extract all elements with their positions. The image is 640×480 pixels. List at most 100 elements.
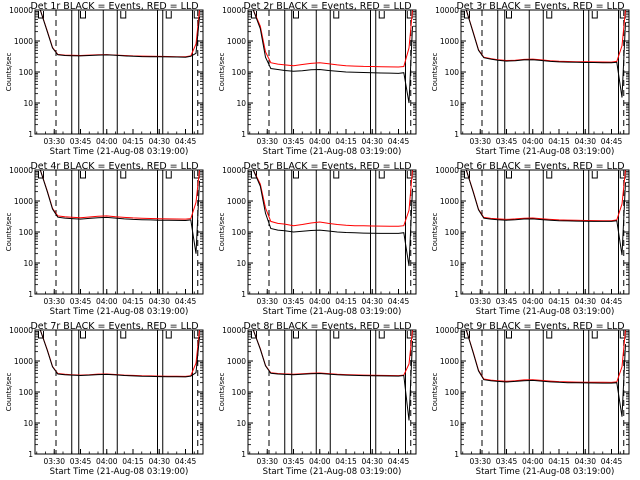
y-tick-label: 100 [445,68,460,77]
x-tick-label: 04:15 [122,137,144,146]
y-tick-label: 1000 [14,37,33,46]
y-tick-label: 10000 [435,166,459,175]
segment-bracket-mark [464,11,470,19]
segment-bracket-mark [464,331,470,339]
x-tick-label: 03:45 [70,137,92,146]
x-tick-label: 03:30 [43,297,65,306]
y-axis-label: Counts/sec [218,213,226,252]
segment-bracket-mark [506,11,512,19]
x-tick-label: 03:30 [469,457,491,466]
y-tick-label: 1000 [227,37,246,46]
x-tick-label: 03:30 [256,297,278,306]
events-series-line [39,329,200,378]
x-tick-label: 04:45 [175,457,197,466]
x-tick-label: 04:15 [122,457,144,466]
events-series-line [465,9,626,98]
y-tick-label: 1 [454,450,459,459]
x-tick-label: 04:45 [388,297,410,306]
x-tick-label: 04:45 [601,137,623,146]
y-tick-label: 10 [23,419,33,428]
detector-panel-5: Det 5r BLACK = Events, RED = LLD 1 10 100 10… [218,161,417,317]
x-tick-label: 04:30 [148,137,170,146]
x-tick-label: 04:45 [601,457,623,466]
x-axis-label: Start Time (21-Aug-08 03:19:00) [263,307,402,317]
detector-panel-7: Det 7r BLACK = Events, RED = LLD 1 10 100 10… [5,321,204,477]
segment-bracket-mark [120,171,127,179]
y-tick-label: 10000 [222,326,246,335]
plot-frame [460,329,630,455]
x-tick-label: 03:45 [283,297,305,306]
x-tick-label: 04:15 [548,457,570,466]
y-tick-label: 10 [449,99,459,108]
segment-bracket-mark [38,171,44,179]
x-tick-label: 04:45 [175,297,197,306]
y-tick-label: 10000 [9,166,33,175]
y-tick-label: 1 [28,450,33,459]
y-tick-label: 100 [19,68,34,77]
events-series-line [39,9,200,58]
x-tick-label: 04:45 [388,137,410,146]
panel-title: Det 7r BLACK = Events, RED = LLD [30,321,198,332]
panel-title: Det 4r BLACK = Events, RED = LLD [30,161,198,172]
segment-bracket-mark [293,331,299,339]
x-tick-label: 04:15 [122,297,144,306]
segment-bracket-mark [506,171,512,179]
lld-series-line [39,329,200,377]
segment-bracket-mark [546,171,553,179]
x-tick-label: 04:15 [335,137,357,146]
x-tick-label: 04:30 [361,457,383,466]
y-axis-label: Counts/sec [218,373,226,412]
segment-bracket-mark [464,171,470,179]
x-axis-label: Start Time (21-Aug-08 03:19:00) [50,467,189,477]
y-tick-label: 10 [236,259,246,268]
x-tick-label: 04:30 [361,297,383,306]
x-tick-label: 03:45 [70,457,92,466]
plot-frame [460,9,630,135]
y-tick-label: 1000 [14,357,33,366]
x-tick-label: 04:45 [388,457,410,466]
plot-frame [34,169,204,295]
y-tick-label: 10 [236,419,246,428]
x-tick-label: 03:45 [283,137,305,146]
y-tick-label: 1 [454,290,459,299]
plot-frame [247,9,417,135]
x-tick-label: 04:00 [96,457,118,466]
segment-bracket-mark [251,171,257,179]
y-axis-label: Counts/sec [5,53,13,92]
x-axis-label: Start Time (21-Aug-08 03:19:00) [263,467,402,477]
y-axis-label: Counts/sec [5,373,13,412]
x-tick-label: 03:45 [496,457,518,466]
segment-bracket-mark [378,11,385,19]
segment-bracket-mark [591,11,598,19]
segment-bracket-mark [333,11,340,19]
x-tick-label: 04:30 [361,137,383,146]
segment-bracket-mark [165,171,172,179]
segment-bracket-mark [38,331,44,339]
x-tick-label: 03:30 [43,457,65,466]
x-tick-label: 03:45 [283,457,305,466]
segment-bracket-mark [591,171,598,179]
segment-bracket-mark [293,171,299,179]
y-axis-label: Counts/sec [431,373,439,412]
y-axis-label: Counts/sec [218,53,226,92]
y-tick-label: 1000 [14,197,33,206]
lld-series-line [39,169,200,220]
x-tick-label: 04:00 [309,137,331,146]
segment-bracket-mark [251,331,257,339]
x-tick-label: 04:30 [574,457,596,466]
segment-bracket-mark [80,331,86,339]
x-axis-label: Start Time (21-Aug-08 03:19:00) [476,467,615,477]
y-tick-label: 10000 [222,166,246,175]
plot-frame [247,169,417,295]
x-tick-label: 04:30 [574,137,596,146]
x-tick-label: 03:45 [496,137,518,146]
segment-bracket-mark [378,171,385,179]
plot-frame [247,329,417,455]
panel-title: Det 2r BLACK = Events, RED = LLD [243,1,411,12]
x-tick-label: 04:30 [148,457,170,466]
segment-bracket-mark [120,331,127,339]
plot-frame [34,329,204,455]
x-tick-label: 03:45 [70,297,92,306]
y-tick-label: 100 [19,228,34,237]
x-tick-label: 04:00 [522,297,544,306]
